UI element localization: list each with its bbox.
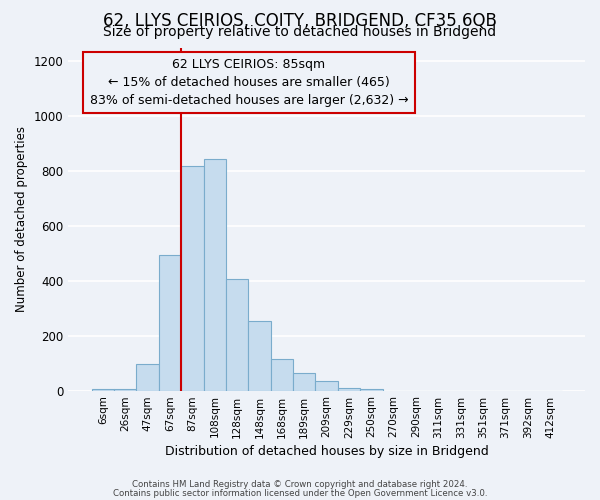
Text: 62, LLYS CEIRIOS, COITY, BRIDGEND, CF35 6QB: 62, LLYS CEIRIOS, COITY, BRIDGEND, CF35 … xyxy=(103,12,497,30)
X-axis label: Distribution of detached houses by size in Bridgend: Distribution of detached houses by size … xyxy=(165,444,488,458)
Text: Contains HM Land Registry data © Crown copyright and database right 2024.: Contains HM Land Registry data © Crown c… xyxy=(132,480,468,489)
Bar xyxy=(136,364,159,390)
Bar xyxy=(271,359,293,390)
Text: Size of property relative to detached houses in Bridgend: Size of property relative to detached ho… xyxy=(103,25,497,39)
Bar xyxy=(92,389,114,390)
Bar xyxy=(248,320,271,390)
Bar xyxy=(338,388,360,390)
Bar xyxy=(114,389,136,390)
Bar xyxy=(159,254,181,390)
Text: 62 LLYS CEIRIOS: 85sqm
← 15% of detached houses are smaller (465)
83% of semi-de: 62 LLYS CEIRIOS: 85sqm ← 15% of detached… xyxy=(90,58,409,107)
Bar xyxy=(293,372,316,390)
Bar xyxy=(181,166,203,390)
Y-axis label: Number of detached properties: Number of detached properties xyxy=(15,126,28,312)
Bar xyxy=(226,280,248,390)
Text: Contains public sector information licensed under the Open Government Licence v3: Contains public sector information licen… xyxy=(113,488,487,498)
Bar xyxy=(203,158,226,390)
Bar xyxy=(316,381,338,390)
Bar xyxy=(360,389,383,390)
